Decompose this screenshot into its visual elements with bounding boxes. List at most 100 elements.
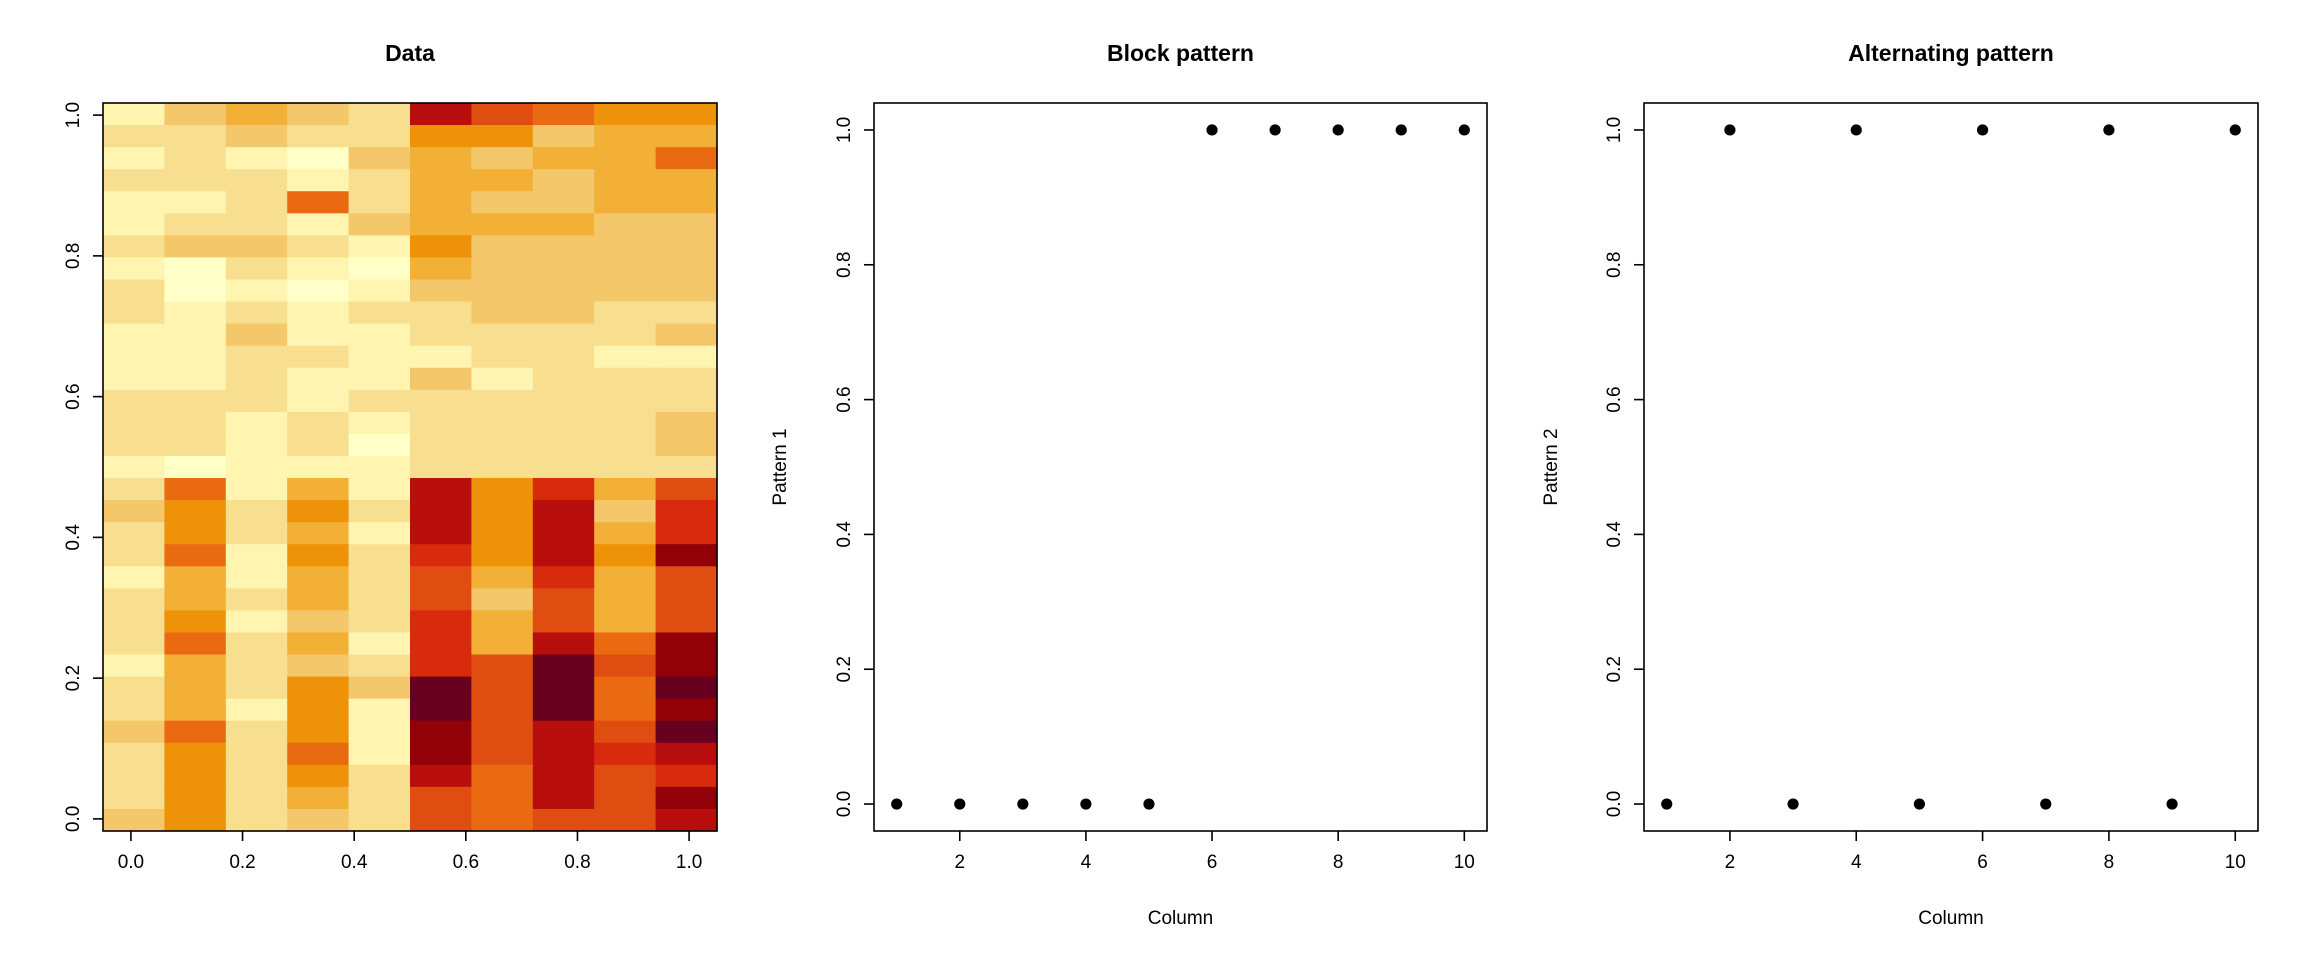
heatmap-cell (287, 522, 350, 545)
heatmap-cell (164, 500, 227, 523)
heatmap-cell (348, 389, 411, 413)
heatmap-cell (532, 522, 595, 545)
heatmap-cell (410, 323, 472, 347)
heatmap-cell (594, 632, 657, 656)
heatmap-cell (287, 103, 350, 126)
chart-title: Block pattern (1107, 40, 1254, 66)
heatmap-cell (287, 345, 350, 369)
heatmap-cell (655, 500, 718, 523)
heatmap-cell (164, 389, 227, 413)
heatmap-cell (164, 632, 227, 656)
heatmap-cell (348, 103, 411, 126)
x-tick-label: 2 (1725, 852, 1736, 873)
heatmap-cell (287, 147, 350, 170)
heatmap-cell (532, 764, 595, 788)
data-point (1269, 124, 1281, 136)
heatmap-cell (225, 279, 288, 303)
y-tick-label: 0.2 (1604, 656, 1625, 682)
heatmap-cell (225, 588, 288, 611)
heatmap-cell (532, 323, 595, 347)
heatmap-cell (655, 169, 718, 192)
heatmap-cell (410, 544, 472, 567)
heatmap-cell (594, 676, 657, 700)
data-point (1080, 798, 1092, 810)
data-point (1724, 124, 1736, 136)
heatmap-cell (410, 698, 472, 722)
heatmap-cell (655, 323, 718, 347)
heatmap-cell (594, 367, 657, 391)
heatmap-cell (410, 411, 472, 435)
heatmap-cell (348, 279, 411, 303)
heatmap-cell (225, 742, 288, 766)
heatmap-cell (532, 103, 595, 126)
heatmap-cell (532, 279, 595, 303)
heatmap-cell (410, 522, 472, 545)
heatmap-cell (471, 389, 534, 413)
heatmap-cell (225, 698, 288, 722)
heatmap-cell (410, 720, 472, 744)
heatmap-cell (471, 169, 534, 192)
heatmap-cell (103, 191, 165, 214)
heatmap-cell (164, 720, 227, 744)
plot-frame (102, 102, 718, 832)
heatmap-cell (103, 742, 165, 766)
heatmap-cell (594, 279, 657, 303)
data-point (2166, 798, 2178, 810)
heatmap-cell (532, 345, 595, 369)
heatmap-cell (471, 345, 534, 369)
x-tick-label: 0.8 (564, 852, 590, 873)
heatmap-cell (103, 213, 165, 236)
heatmap-cell (287, 455, 350, 479)
x-tick-label: 4 (1081, 852, 1092, 873)
x-tick-label: 0.2 (229, 852, 255, 873)
heatmap-cell (471, 676, 534, 700)
heatmap-cell (348, 742, 411, 766)
heatmap-cell (410, 764, 472, 788)
heatmap-cell (594, 808, 657, 832)
heatmap-cell (655, 455, 718, 479)
heatmap-cell (594, 786, 657, 810)
heatmap-cell (103, 235, 165, 259)
data-point (2103, 124, 2115, 136)
heatmap-cell (164, 544, 227, 567)
heatmap-cell (594, 235, 657, 259)
heatmap-cell (164, 323, 227, 347)
heatmap-cell (164, 654, 227, 678)
heatmap-cell (348, 213, 411, 236)
heatmap-cell (103, 169, 165, 192)
y-tick-label: 0.8 (63, 243, 84, 269)
heatmap-cell (287, 257, 350, 281)
heatmap-cell (164, 522, 227, 545)
heatmap-cell (225, 654, 288, 678)
y-tick-label: 0.8 (834, 252, 855, 278)
heatmap-cell (103, 720, 165, 744)
heatmap-cell (532, 632, 595, 656)
heatmap-cell (287, 786, 350, 810)
x-tick-label: 0.6 (453, 852, 479, 873)
heatmap-cell (103, 544, 165, 567)
heatmap-cell (410, 478, 472, 501)
heatmap-cell (225, 455, 288, 479)
heatmap-cell (103, 566, 165, 589)
heatmap-cell (471, 323, 534, 347)
heatmap-cell (225, 500, 288, 523)
heatmap-cell (471, 742, 534, 766)
heatmap-cell (164, 103, 227, 126)
heatmap-cell (410, 389, 472, 413)
heatmap-cell (164, 588, 227, 611)
heatmap-cell (225, 786, 288, 810)
heatmap-cell (103, 433, 165, 457)
heatmap-cell (348, 632, 411, 656)
heatmap-cell (410, 191, 472, 214)
y-tick-label: 1.0 (1604, 117, 1625, 143)
chart-panel-2: 2 4 6 8 10 0.0 0.2 0.4 0.6 0.8 1.0 Block pattern Col… (770, 40, 1488, 929)
heatmap-cell (287, 764, 350, 788)
heatmap-cell (594, 544, 657, 567)
x-axis-label: Column (1148, 908, 1213, 929)
heatmap-cell (594, 257, 657, 281)
heatmap-cell (594, 147, 657, 170)
heatmap-cell (348, 478, 411, 501)
heatmap-cell (225, 720, 288, 744)
heatmap-cell (532, 588, 595, 611)
